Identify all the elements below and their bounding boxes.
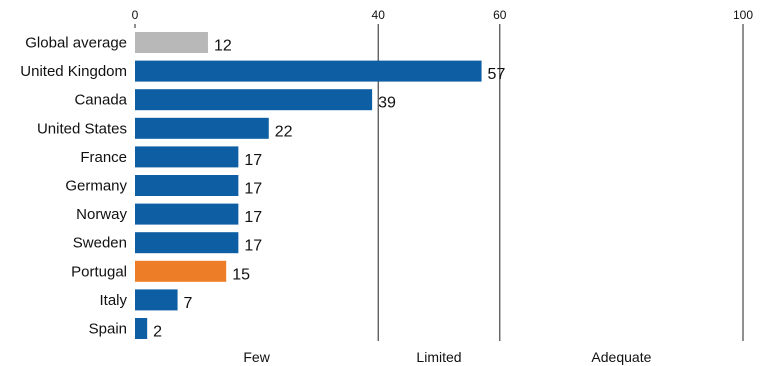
band-label-limited: Limited xyxy=(416,349,461,365)
bar-spain xyxy=(135,318,148,339)
band-label-adequate: Adequate xyxy=(591,349,651,365)
category-label-sweden: Sweden xyxy=(73,235,127,252)
bar-global-average xyxy=(135,32,208,53)
value-label-france: 17 xyxy=(244,152,262,169)
value-labels: 12 57 39 22 17 17 17 17 15 7 2 xyxy=(153,38,505,341)
value-label-united-states: 22 xyxy=(275,123,293,140)
category-label-global-average: Global average xyxy=(25,35,127,52)
category-label-italy: Italy xyxy=(99,292,127,309)
value-label-portugal: 15 xyxy=(232,266,250,283)
bar-italy xyxy=(135,289,178,311)
bar-norway xyxy=(135,203,239,225)
x-tick-label-100: 100 xyxy=(733,8,753,22)
category-label-spain: Spain xyxy=(89,321,127,338)
category-label-canada: Canada xyxy=(74,92,127,109)
band-labels: Few Limited Adequate xyxy=(243,349,651,365)
category-label-germany: Germany xyxy=(65,178,127,195)
bar-sweden xyxy=(135,232,239,254)
value-label-canada: 39 xyxy=(378,95,396,112)
category-label-united-states: United States xyxy=(37,120,127,137)
value-label-sweden: 17 xyxy=(244,238,262,255)
band-label-few: Few xyxy=(243,349,270,365)
x-axis-ticks: 0 40 60 100 xyxy=(132,8,754,22)
bar-canada xyxy=(135,89,373,111)
bars xyxy=(135,32,482,339)
x-tick-label-40: 40 xyxy=(372,8,386,22)
value-label-spain: 2 xyxy=(153,324,162,341)
value-label-norway: 17 xyxy=(244,209,262,226)
category-label-france: France xyxy=(80,149,127,166)
value-label-global-average: 12 xyxy=(214,38,232,55)
x-tick-label-0: 0 xyxy=(132,8,139,22)
value-label-germany: 17 xyxy=(244,181,262,198)
category-label-norway: Norway xyxy=(76,206,127,223)
category-labels: Global average United Kingdom Canada United… xyxy=(20,35,127,338)
category-label-portugal: Portugal xyxy=(71,263,127,280)
bar-portugal xyxy=(135,260,227,282)
bar-germany xyxy=(135,175,239,196)
bar-united-states xyxy=(135,117,269,139)
category-label-united-kingdom: United Kingdom xyxy=(20,63,127,80)
bar-united-kingdom xyxy=(135,60,482,82)
bar-france xyxy=(135,146,239,168)
x-tick-label-60: 60 xyxy=(493,8,507,22)
value-label-italy: 7 xyxy=(184,295,193,312)
value-label-united-kingdom: 57 xyxy=(488,66,506,83)
